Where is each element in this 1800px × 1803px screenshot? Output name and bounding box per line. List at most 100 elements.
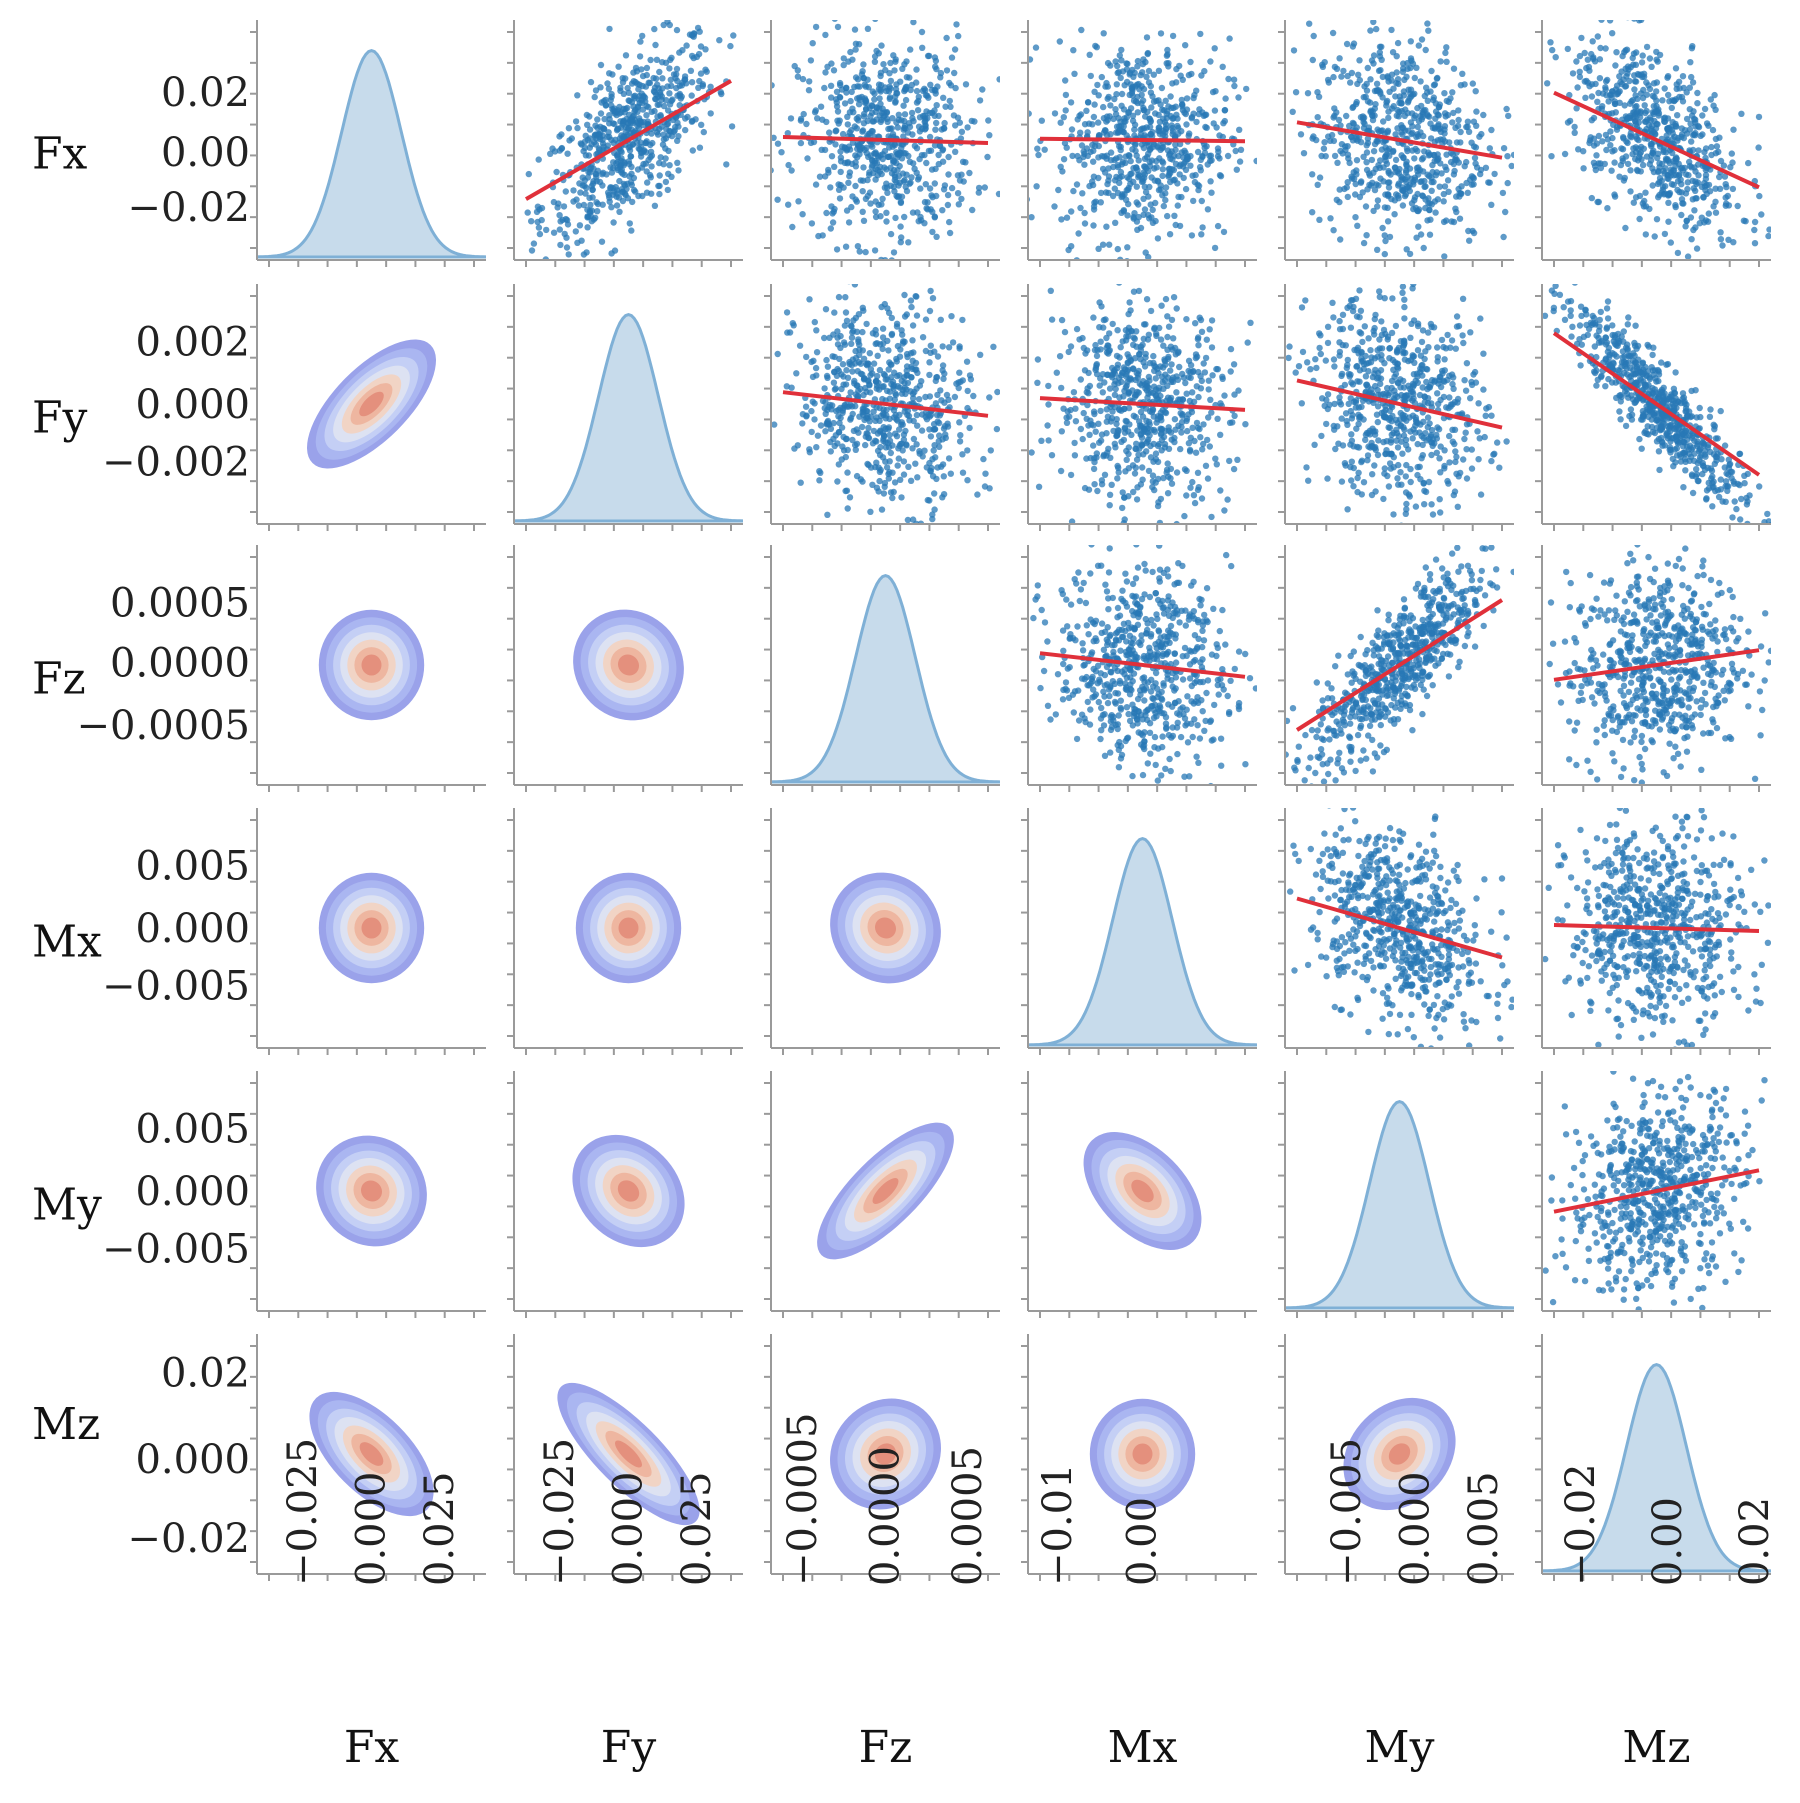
- scatter-point: [927, 342, 934, 349]
- scatter-point: [1598, 105, 1606, 113]
- scatter-point: [1354, 222, 1361, 229]
- scatter-point: [1076, 112, 1083, 120]
- scatter-point: [556, 147, 563, 154]
- scatter-point: [553, 168, 560, 176]
- scatter-point: [1130, 412, 1138, 419]
- scatter-point: [1160, 115, 1167, 122]
- scatter-point: [1616, 73, 1623, 80]
- scatter-point: [915, 97, 922, 105]
- scatter-point: [812, 107, 819, 114]
- scatter-point: [830, 67, 838, 74]
- scatter-point: [1162, 126, 1170, 133]
- scatter-point: [1053, 369, 1061, 376]
- scatter-point: [654, 93, 662, 101]
- scatter-point: [898, 494, 905, 501]
- scatter-point: [1051, 203, 1058, 210]
- scatter-point: [1157, 101, 1164, 108]
- scatter-point: [723, 161, 730, 168]
- scatter-point: [903, 58, 910, 65]
- scatter-point: [668, 97, 675, 105]
- scatter-point: [1068, 243, 1075, 250]
- scatter-point: [867, 389, 874, 396]
- scatter-point: [1189, 424, 1196, 431]
- scatter-point: [914, 107, 922, 114]
- scatter-point: [839, 130, 847, 138]
- scatter-point: [1183, 121, 1190, 128]
- scatter-point: [822, 306, 830, 313]
- scatter-point: [1665, 218, 1672, 225]
- scatter-point: [601, 115, 608, 123]
- scatter-point: [619, 75, 626, 82]
- scatter-point: [1670, 158, 1677, 165]
- cell-Fx-Fx: [250, 20, 486, 267]
- scatter-point: [878, 201, 885, 208]
- scatter-point: [964, 477, 971, 484]
- scatter-point: [808, 428, 815, 436]
- scatter-point: [931, 54, 939, 61]
- scatter-point: [659, 75, 666, 82]
- scatter-point: [1392, 93, 1399, 100]
- scatter-point: [1125, 354, 1133, 361]
- scatter-point: [1620, 135, 1627, 142]
- scatter-point: [1385, 191, 1392, 198]
- scatter-point: [929, 473, 937, 480]
- scatter-point: [1410, 181, 1417, 188]
- scatter-point: [1106, 330, 1113, 337]
- scatter-point: [555, 200, 562, 207]
- scatter-point: [1766, 226, 1771, 233]
- scatter-point: [1370, 207, 1377, 215]
- scatter-point: [1164, 313, 1171, 320]
- scatter-point: [912, 460, 919, 467]
- scatter-point: [1292, 89, 1300, 96]
- scatter-point: [1461, 81, 1468, 88]
- scatter-point: [1157, 413, 1164, 420]
- scatter-point: [1415, 171, 1422, 178]
- scatter-point: [1379, 94, 1386, 101]
- scatter-point: [1721, 173, 1729, 180]
- scatter-point: [674, 159, 681, 166]
- scatter-point: [859, 304, 866, 311]
- scatter-point: [842, 243, 850, 250]
- scatter-point: [1426, 151, 1434, 158]
- scatter-point: [1642, 189, 1649, 196]
- scatter-point: [910, 20, 917, 26]
- scatter-point: [808, 358, 815, 366]
- scatter-point: [922, 393, 929, 401]
- scatter-point: [1370, 60, 1377, 67]
- scatter-point: [1173, 79, 1180, 86]
- scatter-point: [1765, 335, 1771, 341]
- scatter-point: [1164, 333, 1171, 341]
- scatter-point: [946, 404, 953, 411]
- scatter-point: [572, 118, 580, 125]
- scatter-point: [1086, 51, 1093, 58]
- scatter-point: [1071, 452, 1079, 459]
- scatter-point: [1134, 63, 1141, 70]
- scatter-point: [1631, 86, 1638, 93]
- scatter-point: [1576, 52, 1584, 60]
- scatter-point: [886, 458, 893, 465]
- scatter-point: [1115, 469, 1122, 476]
- scatter-point: [763, 3, 769, 9]
- scatter-point: [1463, 179, 1470, 187]
- scatter-point: [1653, 216, 1661, 223]
- scatter-point: [1097, 189, 1105, 197]
- scatter-point: [1619, 52, 1626, 60]
- scatter-point: [582, 190, 589, 197]
- scatter-point: [889, 469, 896, 476]
- scatter-point: [1700, 193, 1707, 201]
- scatter-point: [1116, 406, 1123, 414]
- scatter-point: [1123, 333, 1130, 340]
- scatter-point: [1358, 178, 1365, 185]
- scatter-point: [913, 87, 921, 95]
- scatter-point: [1219, 375, 1226, 382]
- scatter-point: [1193, 419, 1201, 427]
- scatter-point: [1221, 392, 1228, 399]
- scatter-point: [834, 440, 841, 447]
- scatter-point: [1569, 70, 1577, 77]
- scatter-point: [1388, 384, 1395, 392]
- scatter-point: [1128, 170, 1135, 177]
- scatter-point: [929, 511, 936, 518]
- scatter-point: [1630, 145, 1637, 152]
- scatter-point: [1196, 106, 1203, 113]
- scatter-point: [1208, 513, 1215, 521]
